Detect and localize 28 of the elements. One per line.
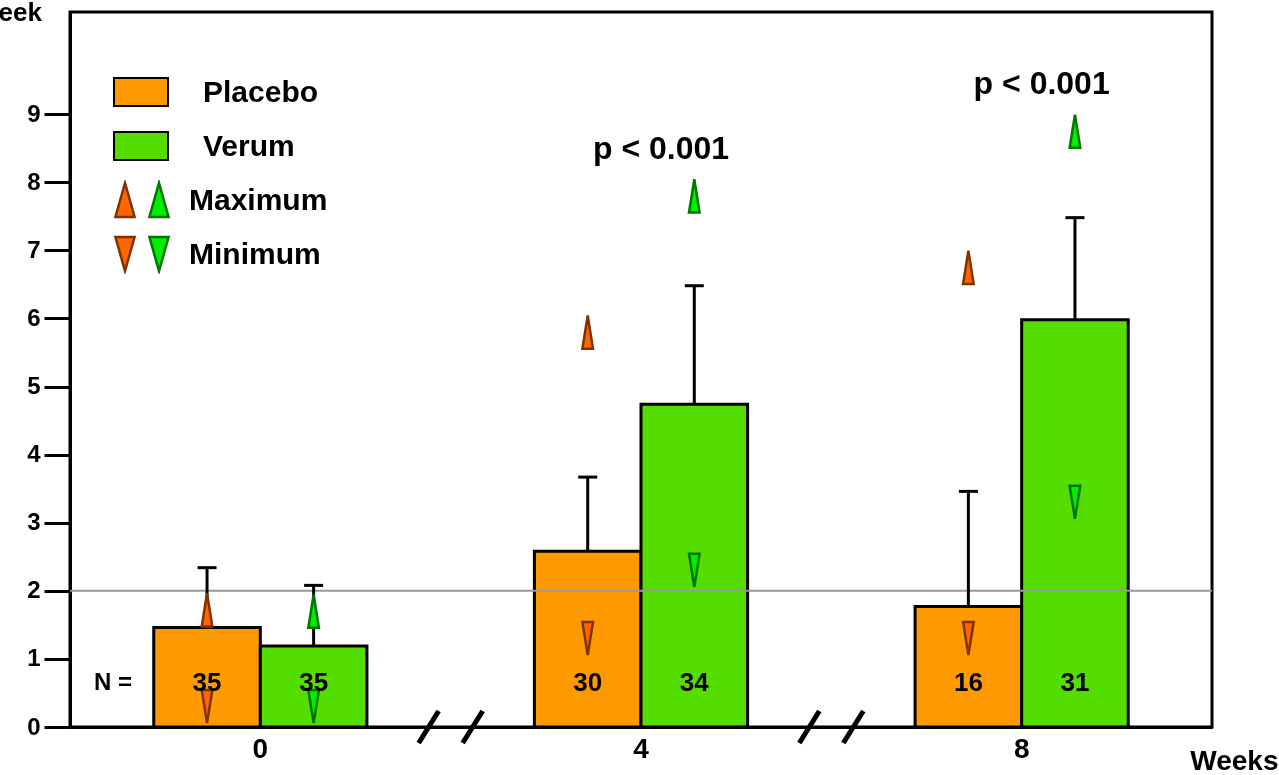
annotation: N = <box>93 667 132 695</box>
y-tick-label: 1 <box>27 644 41 672</box>
annotation: 34 <box>679 666 710 697</box>
y-axis-title: eek <box>0 0 43 27</box>
y-tick-label: 0 <box>27 712 41 740</box>
y-tick-label: 8 <box>27 167 41 195</box>
y-tick-label: 5 <box>27 372 41 400</box>
y-tick-label: 6 <box>27 303 41 331</box>
annotation: 31 <box>1060 666 1090 697</box>
annotation: p < 0.001 <box>973 65 1110 102</box>
legend-label: Maximum <box>189 183 328 217</box>
annotation: 35 <box>299 666 329 697</box>
x-tick-label: 0 <box>252 732 269 764</box>
annotation: 35 <box>192 666 222 697</box>
x-tick-label: 4 <box>633 732 650 764</box>
x-tick-label: 8 <box>1013 732 1030 764</box>
y-tick-label: 7 <box>27 235 41 263</box>
annotation: 30 <box>573 666 603 697</box>
y-tick-label: 4 <box>27 440 42 468</box>
annotation: 16 <box>953 666 983 697</box>
legend-label: Placebo <box>203 75 319 109</box>
legend-label: Minimum <box>189 237 321 271</box>
y-tick-label: 9 <box>27 99 41 127</box>
x-axis-title: Weeks <box>1190 744 1279 775</box>
legend-label: Verum <box>203 129 295 163</box>
y-tick-label: 2 <box>27 576 41 604</box>
y-tick-label: 3 <box>27 508 41 536</box>
annotation: p < 0.001 <box>592 129 730 166</box>
